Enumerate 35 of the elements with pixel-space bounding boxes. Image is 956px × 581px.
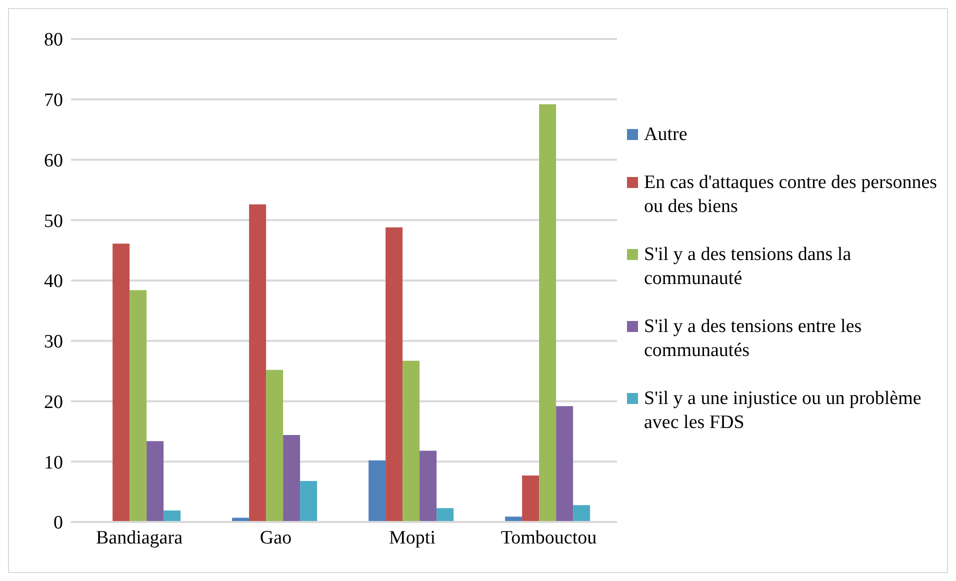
- y-tick-label: 80: [44, 30, 63, 51]
- bar: [130, 290, 147, 522]
- legend-label: En cas d'attaques contre des personnes ou des biens: [644, 170, 938, 218]
- legend-label: S'il y a des tensions dans la communauté: [644, 242, 852, 290]
- bar: [146, 441, 164, 522]
- bar: [556, 406, 574, 522]
- y-tick-label: 60: [44, 150, 63, 172]
- bar: [266, 370, 284, 522]
- bar: [420, 450, 437, 522]
- bar: [368, 460, 386, 522]
- y-tick-label: 10: [44, 452, 63, 474]
- y-tick-label: 70: [44, 90, 63, 112]
- bar: [573, 505, 590, 522]
- y-tick-label: 30: [44, 332, 63, 353]
- bar: [249, 204, 266, 522]
- bar: [283, 435, 300, 522]
- bar: [386, 227, 403, 522]
- x-tick-label: Tombouctou: [500, 527, 598, 548]
- x-tick-label: Gao: [260, 527, 292, 548]
- bar: [164, 510, 181, 522]
- bar: [539, 104, 556, 522]
- legend-label: S'il y a des tensions entre les communautés: [644, 314, 863, 362]
- y-tick-label: 0: [54, 512, 63, 534]
- bar: [112, 244, 130, 522]
- x-tick-label: Mopti: [389, 527, 436, 548]
- bar: [436, 508, 454, 522]
- y-tick-label: 50: [44, 210, 63, 232]
- y-tick-label: 20: [44, 392, 63, 413]
- bar: [522, 476, 540, 522]
- bar: [300, 480, 318, 522]
- legend-label: Autre: [644, 122, 688, 146]
- x-tick-label: Bandiagara: [96, 527, 184, 548]
- legend-label: S'il y a une injustice ou un problème avec les FDS: [644, 386, 922, 434]
- y-tick-label: 40: [44, 271, 63, 292]
- bar: [402, 360, 420, 522]
